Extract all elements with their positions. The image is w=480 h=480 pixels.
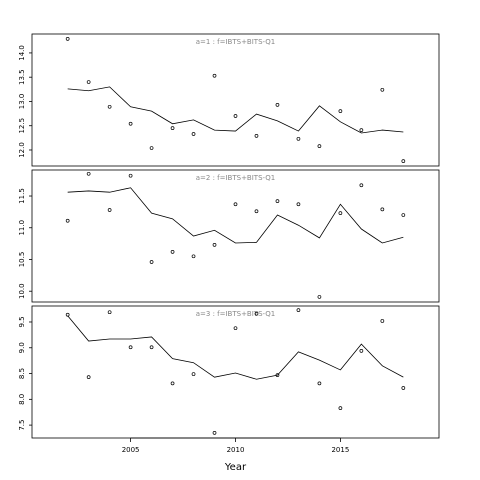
data-point bbox=[212, 73, 217, 78]
data-point bbox=[233, 114, 238, 118]
y-tick-label: 7.5 bbox=[18, 420, 26, 431]
y-tick-label: 10.5 bbox=[18, 252, 26, 268]
data-point bbox=[275, 199, 280, 203]
data-point bbox=[128, 121, 133, 126]
data-point bbox=[359, 349, 364, 353]
data-point bbox=[86, 375, 91, 380]
data-point bbox=[128, 173, 133, 178]
data-point bbox=[296, 308, 301, 312]
y-tick-label: 10.0 bbox=[18, 283, 26, 299]
data-point bbox=[212, 430, 217, 435]
data-point bbox=[401, 159, 406, 163]
data-point bbox=[149, 345, 154, 350]
data-point bbox=[338, 211, 343, 216]
data-point bbox=[401, 213, 406, 217]
data-point bbox=[338, 406, 343, 410]
data-point bbox=[128, 345, 133, 350]
panel-frame bbox=[31, 305, 440, 439]
data-point bbox=[107, 310, 112, 315]
data-point bbox=[380, 87, 385, 92]
data-point bbox=[149, 146, 154, 150]
data-point bbox=[107, 104, 112, 109]
data-point bbox=[65, 312, 70, 317]
series-line bbox=[67, 315, 404, 380]
series-line bbox=[67, 86, 404, 134]
data-point bbox=[380, 319, 385, 323]
panel-title: a=1 : f=IBTS+BITS-Q1 bbox=[196, 38, 276, 46]
x-tick-label: 2015 bbox=[331, 446, 349, 454]
data-point bbox=[170, 250, 175, 254]
data-point bbox=[254, 311, 259, 316]
x-tick-label: 2010 bbox=[227, 446, 245, 454]
data-point bbox=[191, 372, 196, 376]
data-point bbox=[107, 208, 112, 212]
y-tick-label: 9.0 bbox=[18, 342, 26, 353]
data-point bbox=[149, 260, 154, 264]
data-point bbox=[254, 209, 259, 214]
data-point bbox=[317, 295, 322, 299]
data-point bbox=[170, 381, 175, 386]
data-point bbox=[380, 207, 385, 212]
data-point bbox=[170, 126, 175, 130]
data-point bbox=[317, 381, 322, 386]
data-point bbox=[191, 132, 196, 136]
x-tick-label: 2005 bbox=[122, 446, 140, 454]
data-point bbox=[233, 202, 238, 207]
data-point bbox=[254, 134, 259, 138]
y-tick-label: 11.5 bbox=[18, 188, 26, 204]
panel-title: a=3 : f=IBTS+BITS-Q1 bbox=[196, 310, 276, 318]
y-tick-label: 13.0 bbox=[18, 94, 26, 110]
data-point bbox=[191, 254, 196, 259]
panel-frame bbox=[31, 33, 440, 167]
y-tick-label: 8.0 bbox=[18, 394, 26, 405]
panel-title: a=2 : f=IBTS+BITS-Q1 bbox=[196, 174, 276, 182]
data-point bbox=[65, 37, 70, 41]
data-point bbox=[401, 386, 406, 390]
data-point bbox=[296, 202, 301, 207]
data-point bbox=[359, 183, 364, 188]
data-point bbox=[338, 109, 343, 114]
x-axis-label: Year bbox=[224, 462, 247, 473]
data-point bbox=[86, 171, 91, 176]
data-point bbox=[275, 103, 280, 107]
y-tick-label: 8.5 bbox=[18, 368, 26, 379]
data-point bbox=[296, 136, 301, 141]
y-tick-label: 12.0 bbox=[18, 142, 26, 158]
y-tick-label: 9.5 bbox=[18, 316, 26, 327]
y-tick-label: 13.5 bbox=[18, 69, 26, 85]
data-point bbox=[317, 144, 322, 148]
data-point bbox=[275, 373, 280, 377]
panel-frame bbox=[31, 169, 440, 303]
data-point bbox=[359, 128, 364, 132]
y-tick-label: 14.0 bbox=[18, 45, 26, 61]
data-point bbox=[65, 218, 70, 223]
y-tick-label: 11.0 bbox=[18, 220, 26, 236]
series-line bbox=[67, 187, 404, 244]
y-tick-label: 12.5 bbox=[18, 118, 26, 134]
data-point bbox=[86, 80, 91, 84]
data-point bbox=[233, 326, 238, 331]
data-point bbox=[212, 243, 217, 247]
